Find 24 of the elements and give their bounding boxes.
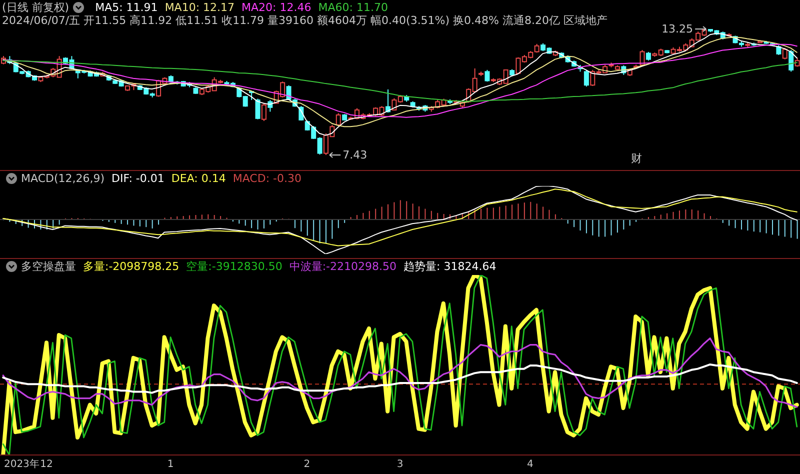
text: 趋势量: 31824.64 [404,260,496,273]
x-tick-label: 1 [167,459,174,470]
x-tick-label: 2 [304,459,310,470]
text: DIF: -0.01 [112,172,164,185]
text: 多量:-2098798.25 [83,260,180,273]
annotation: 财 [631,152,642,165]
chart-title: 多空操盘量 [21,260,76,273]
annotation: 13.25 [662,22,694,36]
text: 空量:-3912830.50 [186,260,282,273]
chart-subtitle: 2024/06/07/五 开11.55 高11.92 低11.51 收11.79 量39160 额4604万 幅0.40(3.51%) 换0.48% 流通8.20亿 区域地产 [2,14,608,27]
x-tick-label: 3 [396,459,404,470]
chart-title: MACD(12,26,9) [21,172,105,185]
text: MACD: -0.30 [232,172,302,185]
annotation: 7.43 [342,148,368,162]
x-tick-label: 12 [40,459,53,470]
text: MA20: 12.46 [242,1,312,14]
x-tick-label: 2023年 [4,458,40,470]
x-tick-label: 4 [527,459,534,470]
chart-title: (日线 前复权) [2,1,70,14]
text: MA5: 11.91 [95,1,158,14]
text: 中波量:-2210298.50 [289,260,397,273]
text: DEA: 0.14 [171,172,226,185]
text: MA10: 12.17 [164,1,235,14]
text: MA60: 11.70 [318,1,388,14]
